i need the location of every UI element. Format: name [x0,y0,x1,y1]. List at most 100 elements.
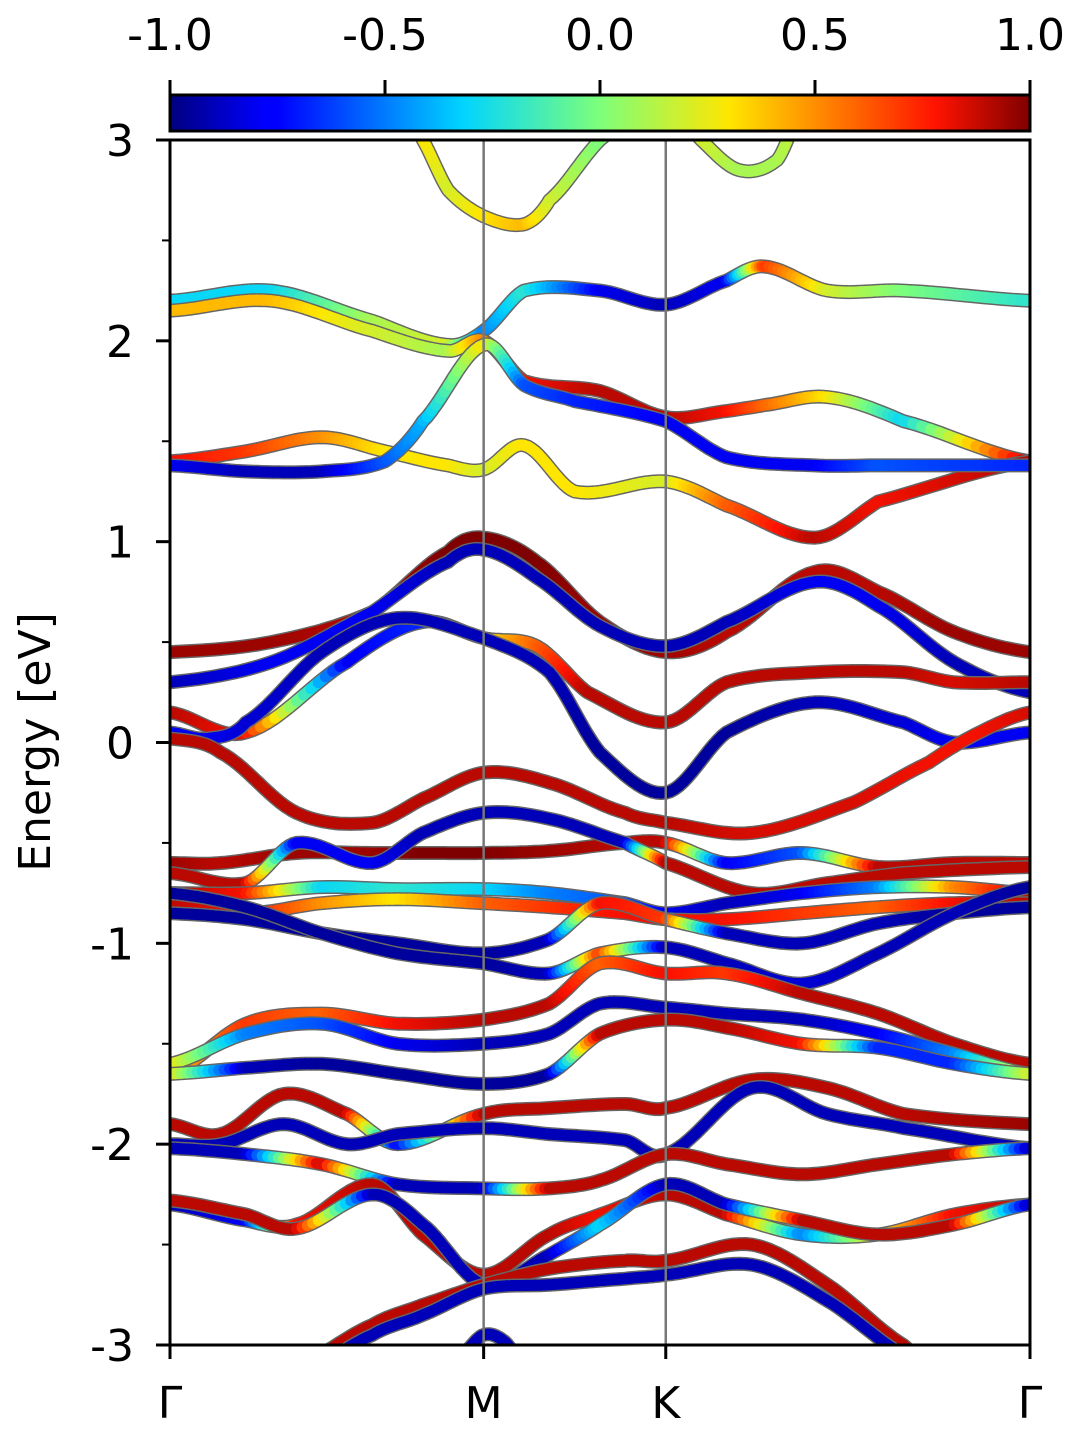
band-lines [170,140,1030,1385]
colorbar-ticks: -1.0 -0.5 0.0 0.5 1.0 [127,10,1065,95]
band-25 [297,1237,955,1375]
y-axis: 3 2 1 0 -1 -2 -3 [90,116,170,1372]
x-tick-label: Γ [1018,1378,1043,1429]
band-segment [947,1383,951,1384]
band-segment [463,1353,465,1354]
band-segment [313,1356,319,1359]
y-tick-label: 1 [106,518,134,569]
band-segment [888,1342,898,1345]
band-7 [170,541,1030,700]
band-segment [932,1366,936,1368]
band-segment [302,1371,307,1373]
band-segment [940,1380,944,1382]
band-segment [297,1373,302,1375]
band-segment [943,1381,947,1383]
band-4 [170,430,1030,545]
band-segment [951,1374,955,1375]
band-segment [517,1358,518,1360]
band-segment [461,1354,463,1355]
colorbar-tick-label: 0.5 [780,10,850,61]
y-tick-label: 3 [106,116,134,167]
band-22 [170,1141,1030,1197]
x-tick-label: K [651,1378,681,1429]
band-segment [318,1363,323,1366]
colorbar-gradient [168,93,1032,133]
band-segment [918,1366,922,1369]
x-tick-label: Γ [158,1378,183,1429]
band-segment [914,1354,918,1357]
band-segment [918,1357,922,1360]
band-segment [302,1361,307,1363]
band-segment [523,1364,524,1365]
band-5 [170,337,1030,480]
band-segment [600,140,609,142]
band-segment [693,140,704,143]
band-10 [170,705,1030,841]
band-segment [520,1361,521,1363]
band-segment [297,1363,302,1365]
band-segment [326,1340,340,1345]
y-tick-label: -2 [90,1120,134,1171]
band-19 [170,1012,1030,1091]
band-segment [925,1371,929,1373]
band-24 [170,1176,1030,1293]
band-segment [914,1364,918,1367]
y-tick-label: 2 [106,317,134,368]
band-segment [329,1356,334,1359]
band-segment [513,1351,514,1353]
band-segment [313,1366,319,1369]
y-tick-label: 0 [106,719,134,770]
x-tick-label: M [465,1378,503,1429]
band-segment [898,1352,903,1355]
band-segment [951,1384,955,1385]
band-segment [904,1355,908,1358]
band-segment [943,1371,947,1373]
band-27 [461,1327,524,1365]
band-segment [464,1352,466,1353]
colorbar-tick-label: 1.0 [995,10,1065,61]
high-symmetry-lines [482,140,668,1345]
band-segment [465,1344,470,1345]
band-segment [307,1369,312,1372]
band-12 [170,805,1030,901]
y-axis-title: Energy [eV] [10,612,61,872]
band-segment [947,1373,951,1374]
band-segment [307,1359,312,1362]
band-segment [936,1378,940,1380]
band-26 [297,1256,955,1385]
band-9 [170,610,1030,800]
band-segment [782,140,794,145]
band-segment [929,1364,933,1366]
band-segment [940,1370,944,1372]
band-segment [325,1344,332,1345]
band-segment [911,1351,915,1354]
band-6 [170,530,1030,660]
band-segment [507,1343,515,1345]
band-1 [414,140,795,233]
band-segment [936,1368,940,1370]
band-segment [464,1342,474,1345]
band-segment [334,1353,339,1356]
band-segment [922,1359,926,1361]
band-segment [902,1342,912,1345]
colorbar-tick-label: -1.0 [127,10,213,61]
band-segment [521,1363,523,1364]
band-segment [318,1353,323,1356]
y-tick-label: -1 [90,919,134,970]
band-segment [514,1353,515,1355]
band-segment [932,1376,936,1378]
band-segment [907,1358,911,1361]
band-segment [504,1341,515,1345]
band-segment [515,1356,517,1358]
band-segment [518,1359,520,1361]
colorbar: -1.0 -0.5 0.0 0.5 1.0 [127,10,1065,133]
band-segment [929,1374,933,1376]
y-tick-label: -3 [90,1321,134,1372]
colorbar-tick-label: -0.5 [342,10,428,61]
colorbar-tick-label: 0.0 [565,10,635,61]
band-segment [464,1341,476,1345]
band-segment [911,1361,915,1364]
band-segment [342,1340,357,1345]
